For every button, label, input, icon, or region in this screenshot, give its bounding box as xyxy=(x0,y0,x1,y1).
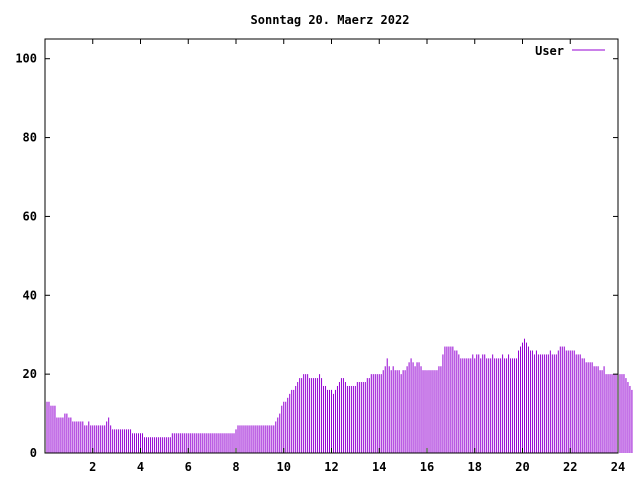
legend: User xyxy=(535,44,605,58)
y-tick-label: 20 xyxy=(23,367,37,381)
x-tick-label: 8 xyxy=(232,460,239,474)
y-tick-label: 80 xyxy=(23,131,37,145)
x-tick-label: 20 xyxy=(515,460,529,474)
x-tick-label: 16 xyxy=(420,460,434,474)
y-tick-label: 40 xyxy=(23,288,37,302)
x-tick-label: 24 xyxy=(611,460,625,474)
x-tick-label: 2 xyxy=(89,460,96,474)
x-tick-label: 12 xyxy=(324,460,338,474)
y-tick-label: 100 xyxy=(15,52,37,66)
series-bars xyxy=(44,338,633,453)
x-tick-label: 6 xyxy=(185,460,192,474)
x-tick-label: 14 xyxy=(372,460,386,474)
x-tick-label: 22 xyxy=(563,460,577,474)
x-tick-label: 10 xyxy=(277,460,291,474)
x-tick-label: 4 xyxy=(137,460,144,474)
y-tick-label: 0 xyxy=(30,446,37,460)
legend-label: User xyxy=(535,44,564,58)
chart-title: Sonntag 20. Maerz 2022 xyxy=(251,13,410,27)
x-tick-label: 18 xyxy=(468,460,482,474)
y-tick-label: 60 xyxy=(23,209,37,223)
